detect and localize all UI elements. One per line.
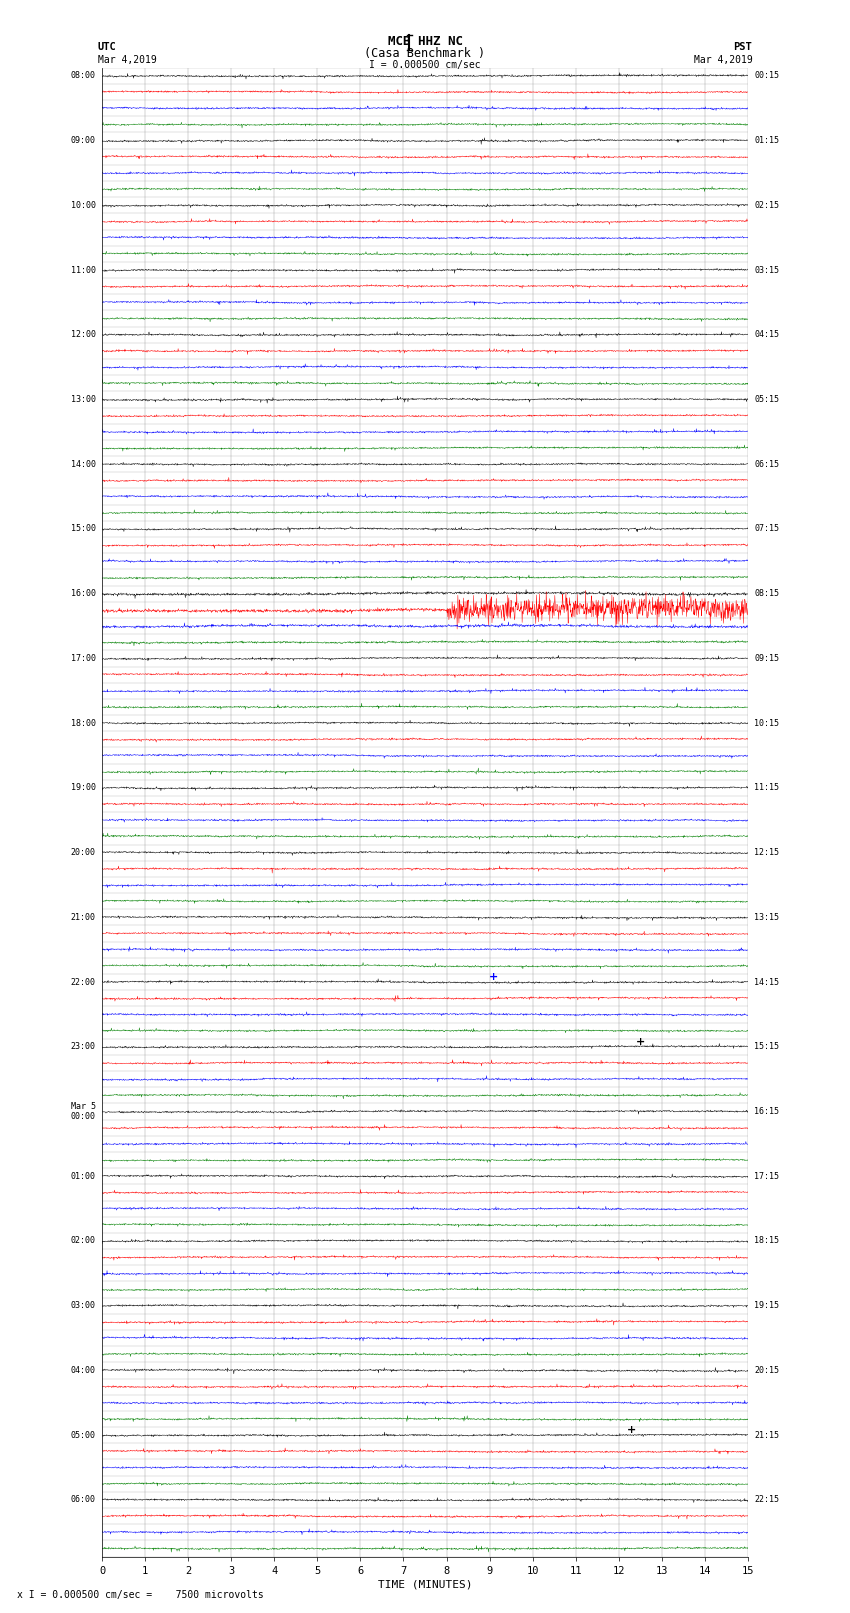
Text: 15:15: 15:15 [755, 1042, 779, 1052]
Text: 18:00: 18:00 [71, 719, 95, 727]
Text: 14:00: 14:00 [71, 460, 95, 469]
Text: UTC: UTC [98, 42, 116, 52]
X-axis label: TIME (MINUTES): TIME (MINUTES) [377, 1579, 473, 1590]
Text: 23:00: 23:00 [71, 1042, 95, 1052]
Text: 14:15: 14:15 [755, 977, 779, 987]
Text: 13:00: 13:00 [71, 395, 95, 403]
Text: 09:00: 09:00 [71, 135, 95, 145]
Text: Mar 4,2019: Mar 4,2019 [98, 55, 156, 65]
Text: 20:00: 20:00 [71, 848, 95, 857]
Text: 17:00: 17:00 [71, 653, 95, 663]
Text: 01:15: 01:15 [755, 135, 779, 145]
Text: 02:15: 02:15 [755, 200, 779, 210]
Text: 19:15: 19:15 [755, 1302, 779, 1310]
Text: 21:00: 21:00 [71, 913, 95, 923]
Text: 02:00: 02:00 [71, 1237, 95, 1245]
Text: 22:00: 22:00 [71, 977, 95, 987]
Text: 03:15: 03:15 [755, 266, 779, 274]
Text: 09:15: 09:15 [755, 653, 779, 663]
Text: x I = 0.000500 cm/sec =    7500 microvolts: x I = 0.000500 cm/sec = 7500 microvolts [17, 1590, 264, 1600]
Text: 01:00: 01:00 [71, 1171, 95, 1181]
Text: 16:15: 16:15 [755, 1107, 779, 1116]
Text: 11:15: 11:15 [755, 784, 779, 792]
Text: 12:15: 12:15 [755, 848, 779, 857]
Text: 04:15: 04:15 [755, 331, 779, 339]
Text: +: + [636, 1037, 645, 1047]
Text: 22:15: 22:15 [755, 1495, 779, 1505]
Text: 20:15: 20:15 [755, 1366, 779, 1374]
Text: 21:15: 21:15 [755, 1431, 779, 1440]
Text: 15:00: 15:00 [71, 524, 95, 534]
Text: 18:15: 18:15 [755, 1237, 779, 1245]
Text: Mar 5
00:00: Mar 5 00:00 [71, 1102, 95, 1121]
Text: 08:00: 08:00 [71, 71, 95, 81]
Text: Mar 4,2019: Mar 4,2019 [694, 55, 752, 65]
Text: 07:15: 07:15 [755, 524, 779, 534]
Text: 13:15: 13:15 [755, 913, 779, 923]
Text: +: + [490, 973, 499, 982]
Text: 12:00: 12:00 [71, 331, 95, 339]
Text: 19:00: 19:00 [71, 784, 95, 792]
Text: 05:00: 05:00 [71, 1431, 95, 1440]
Text: 04:00: 04:00 [71, 1366, 95, 1374]
Text: PST: PST [734, 42, 752, 52]
Text: 16:00: 16:00 [71, 589, 95, 598]
Text: 00:15: 00:15 [755, 71, 779, 81]
Text: MCB HHZ NC: MCB HHZ NC [388, 35, 462, 48]
Text: 03:00: 03:00 [71, 1302, 95, 1310]
Text: 17:15: 17:15 [755, 1171, 779, 1181]
Text: I = 0.000500 cm/sec: I = 0.000500 cm/sec [369, 60, 481, 69]
Text: 10:15: 10:15 [755, 719, 779, 727]
Text: (Casa Benchmark ): (Casa Benchmark ) [365, 47, 485, 60]
Text: 05:15: 05:15 [755, 395, 779, 403]
Text: 08:15: 08:15 [755, 589, 779, 598]
Text: +: + [627, 1426, 637, 1436]
Text: 06:15: 06:15 [755, 460, 779, 469]
Text: 11:00: 11:00 [71, 266, 95, 274]
Text: 10:00: 10:00 [71, 200, 95, 210]
Text: 06:00: 06:00 [71, 1495, 95, 1505]
